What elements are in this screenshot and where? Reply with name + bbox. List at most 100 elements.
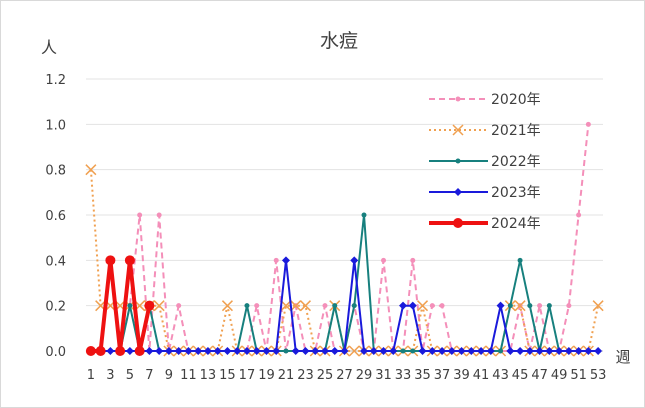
data-point (262, 347, 271, 355)
x-tick-label: 25 (317, 368, 334, 383)
x-tick-label: 43 (492, 368, 509, 383)
legend-item: 2021年 (429, 123, 541, 139)
x-tick-label: 7 (145, 368, 153, 383)
data-point (429, 303, 435, 309)
data-point (174, 347, 183, 355)
data-point (574, 347, 583, 355)
data-point (164, 347, 173, 355)
data-point (545, 347, 554, 355)
data-point (361, 212, 367, 218)
y-tick-labels: 0.0 0.2 0.4 0.6 0.8 1.0 1.2 (45, 73, 66, 360)
data-point (145, 347, 154, 355)
legend-label: 2020年 (491, 92, 541, 108)
data-point (203, 347, 212, 355)
legend-item: 2022年 (429, 154, 541, 170)
data-point (389, 347, 398, 355)
data-point (155, 347, 164, 355)
legend-label: 2022年 (491, 154, 541, 170)
data-point (348, 345, 360, 357)
legend-item: 2020年 (429, 92, 541, 108)
data-point (592, 300, 604, 312)
data-point (369, 347, 378, 355)
data-point (351, 303, 357, 309)
data-point (340, 347, 349, 355)
data-point (221, 300, 233, 312)
x-tick-label: 53 (590, 368, 607, 383)
data-point (381, 257, 387, 263)
data-point (85, 346, 96, 356)
data-point (447, 347, 456, 355)
data-point (467, 347, 476, 355)
x-tick-label: 41 (473, 368, 490, 383)
data-point (379, 347, 388, 355)
data-point (418, 347, 427, 355)
data-point (273, 257, 279, 263)
data-point-stroke (417, 300, 429, 312)
y-axis-label: 人 (41, 38, 57, 57)
data-point-stroke (592, 300, 604, 312)
x-tick-label: 1 (87, 368, 95, 383)
data-point (525, 347, 534, 355)
data-point (517, 257, 523, 263)
data-point (417, 300, 429, 312)
x-axis-label: 週 (615, 348, 630, 366)
data-point (242, 347, 251, 355)
x-tick-label: 49 (551, 368, 568, 383)
data-point (291, 347, 300, 355)
legend-label: 2021年 (491, 123, 541, 139)
data-point (457, 347, 466, 355)
data-point (299, 300, 312, 312)
x-tick-label: 35 (414, 368, 431, 383)
data-point (477, 347, 486, 355)
y-tick-label: 0.0 (45, 345, 66, 360)
data-point (566, 303, 572, 309)
legend-item: 2024年 (429, 216, 541, 232)
data-point (496, 301, 505, 310)
x-tick-label: 45 (512, 368, 529, 383)
data-point (428, 347, 437, 355)
data-point (555, 347, 564, 355)
data-point (438, 347, 447, 355)
x-tick-label: 39 (453, 368, 470, 383)
x-tick-label: 33 (395, 368, 412, 383)
data-point (106, 347, 115, 355)
data-point (134, 346, 145, 356)
data-point-stroke (153, 300, 165, 312)
x-tick-label: 19 (258, 368, 275, 383)
data-point (194, 347, 203, 355)
data-point (506, 347, 515, 355)
data-point (546, 303, 552, 309)
legend-item: 2023年 (429, 185, 541, 201)
data-point (400, 348, 406, 354)
data-point-stroke (514, 300, 526, 312)
x-tick-label: 5 (126, 368, 134, 383)
data-point (507, 303, 513, 309)
y-tick-label: 0.4 (45, 254, 66, 269)
data-point (455, 158, 461, 164)
data-point (280, 300, 292, 312)
data-point (105, 255, 116, 266)
legend-label: 2024年 (491, 216, 541, 232)
gridlines (86, 78, 603, 352)
x-tick-label: 23 (297, 368, 314, 383)
x-tick-label: 31 (375, 368, 392, 383)
data-point-stroke (280, 300, 292, 312)
legend-label: 2023年 (491, 185, 541, 201)
data-point (144, 300, 155, 311)
data-point (153, 300, 165, 312)
series-2023年 (86, 256, 603, 355)
data-point (330, 347, 339, 355)
data-point (320, 347, 329, 355)
data-point (223, 347, 232, 355)
data-point-stroke (290, 300, 302, 312)
legend: 2020年 2021年 2022年 2023年 2024年 (429, 92, 541, 232)
data-point (564, 347, 573, 355)
data-point (85, 164, 97, 176)
data-point (184, 347, 193, 355)
x-tick-label: 17 (239, 368, 256, 383)
y-tick-label: 1.2 (45, 73, 66, 88)
y-tick-label: 1.0 (45, 118, 66, 133)
x-tick-label: 9 (165, 368, 173, 383)
x-tick-label: 27 (336, 368, 353, 383)
